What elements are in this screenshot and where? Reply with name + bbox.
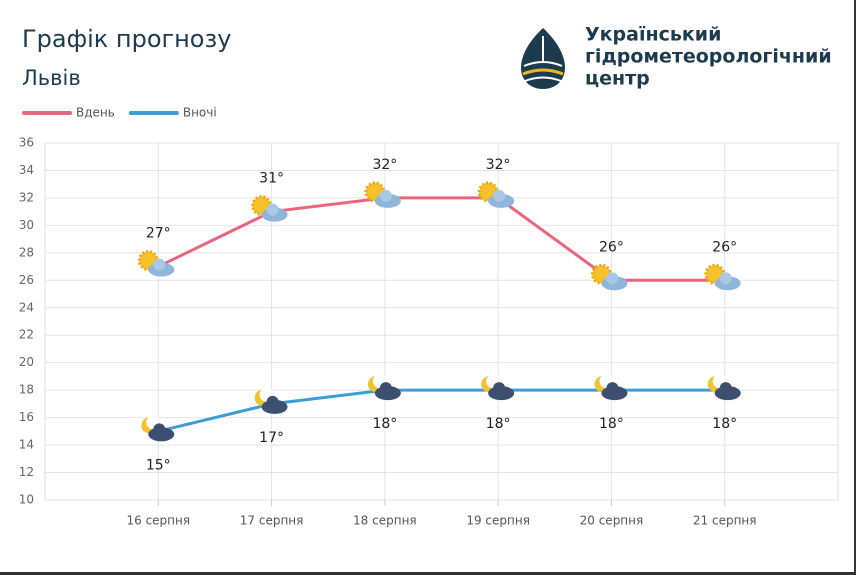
cloud	[266, 203, 279, 216]
cloud	[606, 272, 619, 285]
weather-icon	[590, 263, 628, 291]
series-line	[157, 388, 725, 433]
y-tick-label: 20	[19, 355, 34, 369]
legend-label: Вночі	[183, 106, 217, 120]
value-label: 18°	[372, 416, 397, 432]
y-tick-label: 34	[19, 163, 34, 177]
cloud	[719, 382, 732, 395]
cloud	[719, 272, 732, 285]
y-tick-label: 36	[19, 136, 34, 150]
value-label: 15°	[146, 457, 171, 473]
value-label: 18°	[599, 416, 624, 432]
value-label: 27°	[146, 226, 171, 242]
y-tick-label: 14	[19, 438, 34, 452]
org-name: Український	[585, 24, 721, 46]
value-label: 32°	[486, 157, 511, 173]
weather-icon	[707, 374, 741, 401]
value-label: 18°	[712, 416, 737, 432]
y-tick-label: 22	[19, 328, 34, 342]
logo-wave	[522, 68, 564, 76]
cloud	[606, 382, 619, 395]
value-label: 32°	[372, 157, 397, 173]
y-tick-label: 32	[19, 190, 34, 204]
y-tick-label: 26	[19, 273, 34, 287]
value-label: 17°	[259, 430, 284, 446]
chart-title: Графік прогнозу	[22, 25, 231, 53]
value-label: 26°	[712, 239, 737, 255]
value-label: 18°	[486, 416, 511, 432]
series-line	[157, 196, 725, 282]
cloud	[153, 423, 166, 436]
weather-icon	[251, 195, 288, 222]
x-tick-label: 16 серпня	[126, 514, 190, 528]
weather-icon	[477, 181, 515, 208]
y-tick-label: 10	[19, 493, 34, 507]
cloud	[266, 395, 279, 408]
weather-icon	[141, 415, 175, 442]
weather-icon	[137, 250, 175, 277]
weather-icon	[364, 181, 401, 208]
x-tick-label: 18 серпня	[353, 514, 417, 528]
y-tick-label: 12	[19, 465, 34, 479]
y-tick-label: 24	[19, 300, 34, 314]
x-tick-label: 17 серпня	[240, 514, 304, 528]
cloud	[153, 258, 166, 271]
legend-label: Вдень	[76, 106, 115, 120]
weather-icon	[704, 263, 741, 291]
weather-icon	[594, 374, 628, 401]
x-tick-label: 19 серпня	[466, 514, 530, 528]
org-name: гідрометеорологічний	[585, 46, 832, 68]
x-tick-label: 21 серпня	[693, 514, 757, 528]
x-tick-label: 20 серпня	[580, 514, 644, 528]
cloud	[379, 382, 392, 395]
org-name: центр	[585, 68, 650, 90]
cloud	[493, 382, 506, 395]
logo: Український гідрометеорологічний центр	[521, 24, 832, 90]
y-tick-label: 16	[19, 410, 34, 424]
weather-icon	[481, 374, 515, 401]
y-tick-label: 28	[19, 245, 34, 259]
logo-wave	[524, 76, 562, 82]
value-label: 26°	[599, 239, 624, 255]
cloud	[493, 189, 506, 202]
value-label: 31°	[259, 171, 284, 187]
chart-subtitle: Львів	[22, 66, 81, 90]
weather-icon	[367, 374, 401, 401]
y-tick-label: 18	[19, 383, 34, 397]
weather-icon	[254, 387, 288, 414]
cloud	[379, 189, 392, 202]
y-tick-label: 30	[19, 218, 34, 232]
